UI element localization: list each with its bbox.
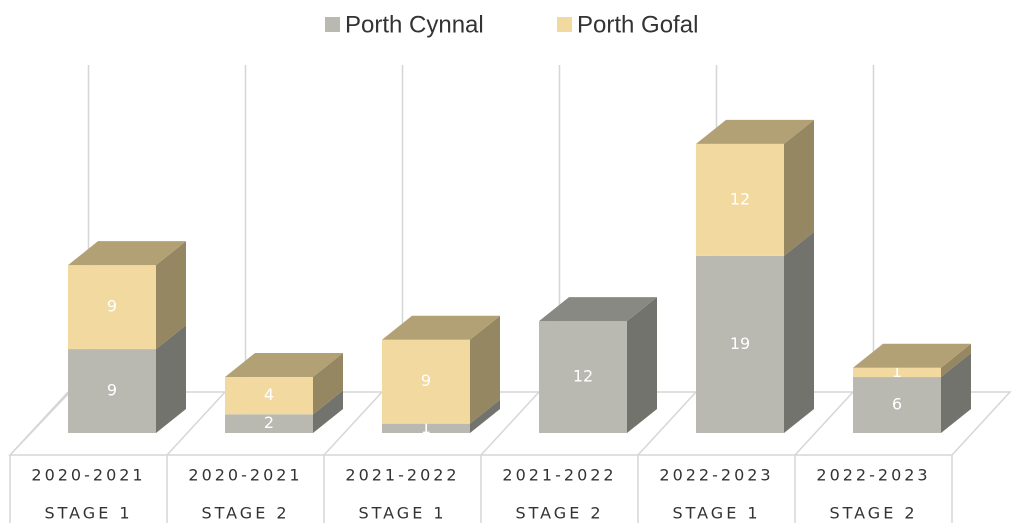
bar [382, 423, 470, 433]
x-tick-label: STAGE 2 [829, 504, 917, 523]
bar [68, 349, 156, 433]
bar-side [941, 353, 971, 433]
legend-swatch [557, 17, 572, 32]
bar-top [853, 343, 971, 368]
data-label: 1 [421, 418, 431, 437]
floor-divider [480, 391, 540, 456]
floor-divider [637, 391, 697, 456]
bar-side [627, 297, 657, 433]
legend-label: Porth Cynnal [345, 11, 484, 38]
x-tick-label: 2021-2022 [502, 466, 616, 485]
data-label: 9 [421, 371, 431, 390]
floor-divider [794, 391, 854, 456]
x-tick-label: STAGE 1 [358, 504, 446, 523]
bar-top [539, 297, 657, 322]
x-tick-label: STAGE 2 [201, 504, 289, 523]
bar [225, 414, 313, 433]
bar [853, 377, 941, 433]
bar-side [470, 315, 500, 424]
bar [853, 367, 941, 378]
data-label: 9 [107, 297, 117, 316]
bar-side [784, 231, 814, 433]
bar-top [382, 315, 500, 340]
data-label: 9 [107, 381, 117, 400]
bar [68, 265, 156, 350]
x-tick-label: STAGE 1 [672, 504, 760, 523]
data-label: 4 [264, 385, 274, 404]
bar-side [784, 119, 814, 256]
x-tick-label: 2020-2021 [31, 466, 145, 485]
data-label: 19 [730, 334, 750, 353]
data-label: 12 [573, 367, 593, 386]
data-label: 1 [892, 362, 902, 381]
bar-top [225, 353, 343, 378]
bar-side [156, 241, 186, 350]
bar [696, 255, 784, 433]
x-tick-label: 2021-2022 [345, 466, 459, 485]
bar-side [470, 399, 500, 433]
bar-top [696, 119, 814, 144]
bar-side [313, 390, 343, 433]
bar-top [68, 241, 186, 266]
bar-side [941, 343, 971, 378]
x-tick-label: 2020-2021 [188, 466, 302, 485]
bar [382, 339, 470, 424]
floor-divider [166, 391, 226, 456]
x-tick-label: 2022-2023 [659, 466, 773, 485]
floor-divider [9, 391, 69, 456]
x-tick-label: STAGE 1 [44, 504, 132, 523]
x-tick-label: 2022-2023 [816, 466, 930, 485]
bar-side [156, 325, 186, 433]
bar [539, 321, 627, 433]
bar [225, 377, 313, 415]
bar [696, 143, 784, 256]
legend-label: Porth Gofal [577, 11, 698, 38]
floor-divider [323, 391, 383, 456]
x-tick-label: STAGE 2 [515, 504, 603, 523]
bar-side [313, 353, 343, 415]
legend-swatch [325, 17, 340, 32]
data-label: 6 [892, 395, 902, 414]
data-label: 12 [730, 189, 750, 208]
data-label: 2 [264, 413, 274, 432]
